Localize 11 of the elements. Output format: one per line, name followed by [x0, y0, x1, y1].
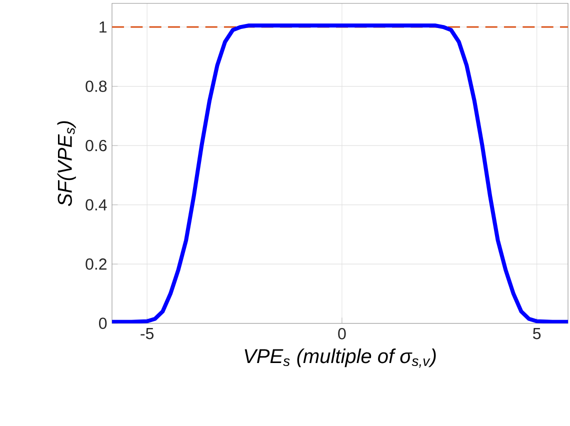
y-tick-label: 1 — [100, 22, 107, 33]
y-tick-label: 0.8 — [86, 80, 107, 92]
y-tick-label: 0.2 — [86, 258, 106, 270]
y-axis-title: SF(VPE$_{s}$) — [57, 121, 76, 206]
x-axis-title: VPE$_{s}$ (multiple of σ$_{s,v}$) — [244, 348, 436, 368]
y-tick-label: 0.4 — [86, 199, 107, 210]
x-tick-label: -5 — [140, 328, 154, 340]
y-tick-label: 0 — [99, 318, 107, 329]
x-tick-label: 0 — [338, 328, 346, 340]
x-tick-label: 5 — [533, 328, 541, 340]
y-tick-label: 0.6 — [86, 140, 107, 152]
